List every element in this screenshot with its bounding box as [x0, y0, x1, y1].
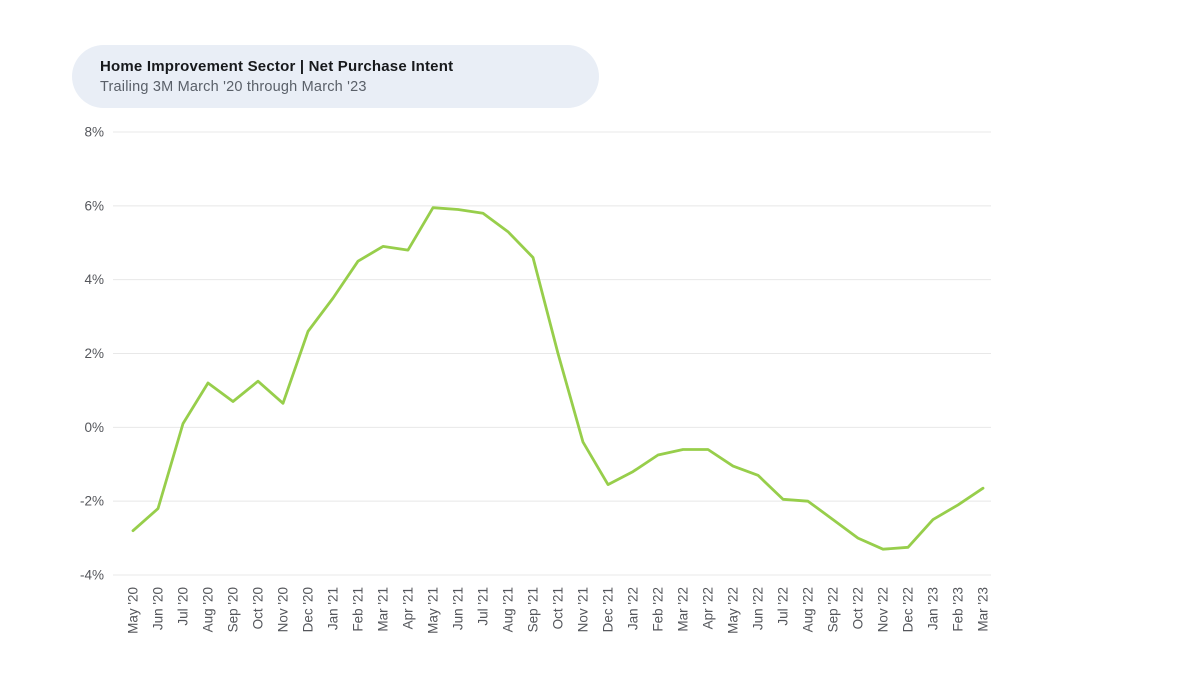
x-tick-label: May '20 — [126, 587, 141, 634]
x-tick-label: Jul '22 — [776, 587, 791, 626]
x-tick-label: Oct '20 — [251, 587, 266, 629]
x-tick-label: Mar '23 — [976, 587, 991, 632]
x-tick-label: Feb '21 — [351, 587, 366, 632]
y-tick-label: 8% — [84, 125, 104, 140]
x-tick-label: Aug '20 — [201, 587, 216, 632]
x-tick-label: Nov '22 — [876, 587, 891, 632]
x-tick-label: May '22 — [726, 587, 741, 634]
x-tick-label: Oct '21 — [551, 587, 566, 629]
x-tick-label: Jan '21 — [326, 587, 341, 630]
x-tick-label: Dec '20 — [301, 587, 316, 632]
x-tick-label: Mar '22 — [676, 587, 691, 632]
y-tick-label: 0% — [84, 420, 104, 435]
x-tick-label: Jul '21 — [476, 587, 491, 626]
series-line-net-purchase-intent — [131, 206, 985, 551]
x-tick-label: Jun '21 — [451, 587, 466, 630]
y-tick-label: 6% — [84, 198, 104, 213]
x-tick-label: Nov '21 — [576, 587, 591, 632]
x-tick-label: Jun '20 — [151, 587, 166, 630]
y-tick-label: -4% — [80, 568, 104, 583]
x-tick-label: Jan '22 — [626, 587, 641, 630]
x-tick-label: Oct '22 — [851, 587, 866, 629]
x-tick-label: Feb '23 — [951, 587, 966, 632]
x-tick-label: Mar '21 — [376, 587, 391, 632]
chart-header-card: Home Improvement Sector | Net Purchase I… — [72, 45, 599, 108]
x-tick-label: Jul '20 — [176, 587, 191, 626]
chart-title: Home Improvement Sector | Net Purchase I… — [100, 58, 454, 75]
x-tick-label: Nov '20 — [276, 587, 291, 632]
y-tick-label: 4% — [84, 272, 104, 287]
y-tick-label: -2% — [80, 494, 104, 509]
x-tick-label: Sep '22 — [826, 587, 841, 632]
x-tick-label: Apr '21 — [401, 587, 416, 629]
x-tick-label: Dec '21 — [601, 587, 616, 632]
chart-subtitle: Trailing 3M March '20 through March '23 — [100, 79, 367, 95]
x-tick-label: Jan '23 — [926, 587, 941, 630]
x-tick-label: Feb '22 — [651, 587, 666, 632]
x-tick-label: Apr '22 — [701, 587, 716, 629]
x-tick-label: Sep '21 — [526, 587, 541, 632]
x-tick-label: May '21 — [426, 587, 441, 634]
x-tick-label: Dec '22 — [901, 587, 916, 632]
x-tick-label: Aug '22 — [801, 587, 816, 632]
x-tick-label: Jun '22 — [751, 587, 766, 630]
y-tick-label: 2% — [84, 346, 104, 361]
x-tick-label: Aug '21 — [501, 587, 516, 632]
x-tick-label: Sep '20 — [226, 587, 241, 632]
